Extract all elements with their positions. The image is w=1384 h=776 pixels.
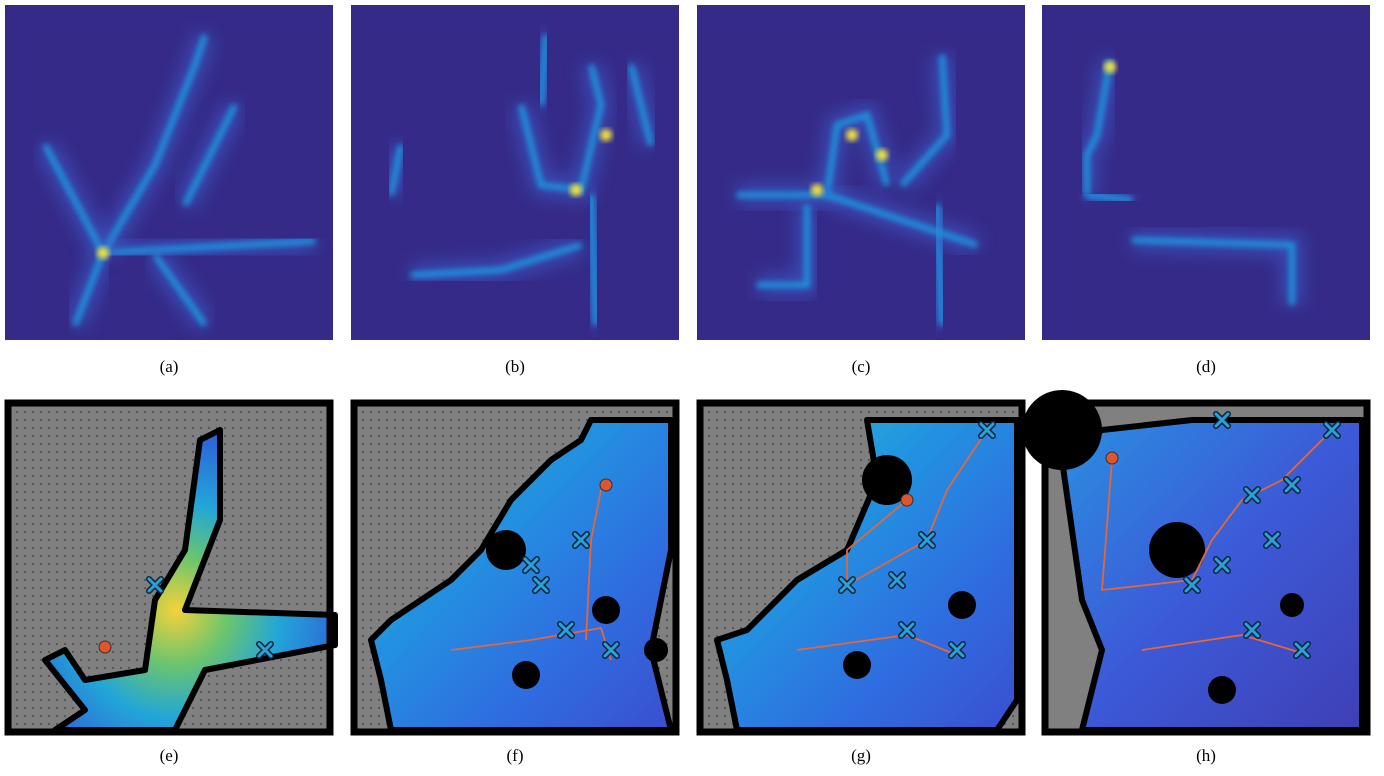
heatmap-panel xyxy=(1042,5,1370,340)
obstacle xyxy=(644,638,668,662)
obstacle xyxy=(948,591,976,619)
map-panel xyxy=(351,400,679,735)
map-panel xyxy=(1022,390,1370,735)
heat-hotspot xyxy=(97,247,109,259)
heatmap-panel xyxy=(5,5,333,340)
heat-hotspot xyxy=(811,184,823,196)
heat-hotspot xyxy=(846,129,858,141)
heatmap-panel xyxy=(697,5,1025,340)
robot-position xyxy=(99,641,111,653)
heat-hotspot xyxy=(600,129,612,141)
heat-hotspot xyxy=(876,149,888,161)
panel-label: (b) xyxy=(505,357,525,376)
panel-label: (d) xyxy=(1196,357,1216,376)
robot-position xyxy=(901,494,913,506)
obstacle xyxy=(1208,676,1236,704)
panel-label: (h) xyxy=(1196,746,1216,765)
robot-position xyxy=(1106,452,1118,464)
heat-hotspot xyxy=(1104,61,1116,73)
panel-label: (e) xyxy=(160,746,179,765)
heat-hotspot xyxy=(570,184,582,196)
obstacle xyxy=(592,596,620,624)
map-panel xyxy=(697,400,1025,735)
obstacle xyxy=(1280,593,1304,617)
map-panel xyxy=(5,400,335,735)
page: (a)(b)(c)(d)(e)(f)(g)(h) (() => { const … xyxy=(0,0,1384,776)
panel-label: (f) xyxy=(507,746,524,765)
panel-label: (a) xyxy=(160,357,179,376)
panel-label: (g) xyxy=(851,746,871,765)
obstacle xyxy=(486,530,526,570)
obstacle xyxy=(512,661,540,689)
panel-label: (c) xyxy=(852,357,871,376)
robot-position xyxy=(600,479,612,491)
figure: (a) (b) (c) (d) (e) (f) (g) (h) xyxy=(0,0,1384,776)
obstacle xyxy=(843,651,871,679)
heatmap-panel xyxy=(351,5,679,340)
